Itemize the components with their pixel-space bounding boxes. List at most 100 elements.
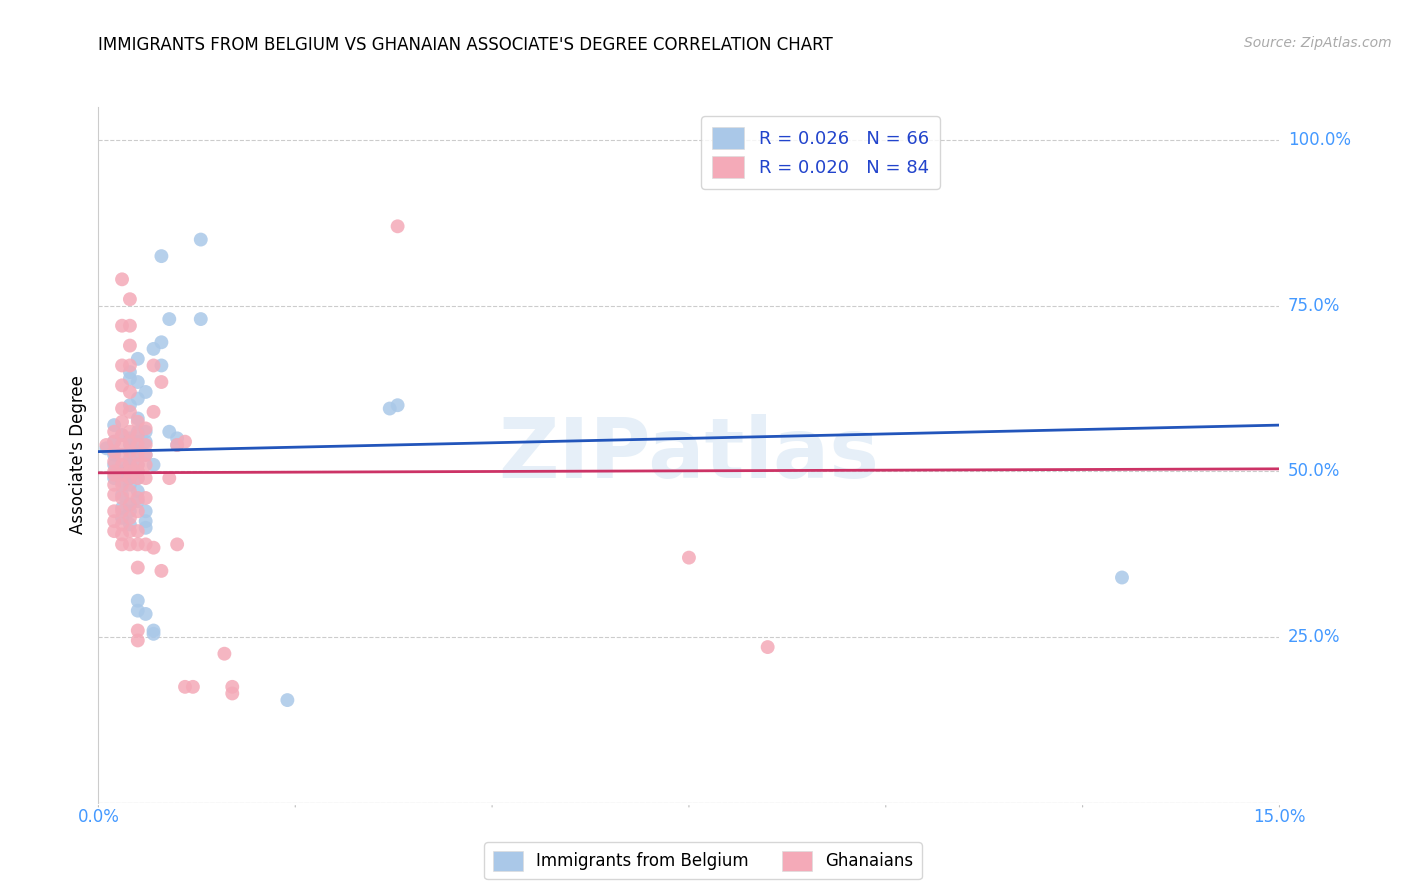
Point [150, 249, 173, 263]
Point [118, 338, 141, 352]
Point [127, 458, 149, 472]
Point [150, 359, 173, 373]
Point [103, 418, 125, 433]
Point [276, 693, 298, 707]
Point [127, 471, 149, 485]
Point [118, 451, 141, 466]
Point [118, 359, 141, 373]
Point [150, 375, 173, 389]
Legend: R = 0.026   N = 66, R = 0.020   N = 84: R = 0.026 N = 66, R = 0.020 N = 84 [702, 116, 939, 189]
Point [127, 494, 149, 508]
Point [118, 471, 141, 485]
Point [150, 335, 173, 350]
Point [118, 431, 141, 445]
Point [678, 550, 700, 565]
Point [135, 438, 157, 452]
Point [111, 428, 134, 442]
Point [118, 484, 141, 499]
Point [214, 647, 236, 661]
Point [103, 477, 125, 491]
Point [118, 372, 141, 386]
Point [111, 537, 134, 551]
Point [111, 465, 134, 479]
Point [135, 521, 157, 535]
Point [103, 434, 125, 449]
Point [190, 312, 212, 326]
Point [118, 524, 141, 538]
Point [111, 491, 134, 505]
Text: 50.0%: 50.0% [1288, 462, 1340, 481]
Point [118, 398, 141, 412]
Point [127, 434, 149, 449]
Point [111, 488, 134, 502]
Text: 25.0%: 25.0% [1288, 628, 1340, 646]
Point [111, 428, 134, 442]
Point [118, 458, 141, 472]
Point [174, 680, 197, 694]
Point [221, 680, 243, 694]
Point [118, 444, 141, 458]
Point [135, 471, 157, 485]
Point [127, 351, 149, 366]
Point [118, 292, 141, 306]
Point [103, 465, 125, 479]
Y-axis label: Associate's Degree: Associate's Degree [69, 376, 87, 534]
Point [111, 378, 134, 392]
Point [127, 537, 149, 551]
Point [127, 491, 149, 505]
Point [135, 514, 157, 528]
Point [111, 511, 134, 525]
Point [103, 467, 125, 482]
Point [127, 411, 149, 425]
Point [157, 312, 180, 326]
Legend: Immigrants from Belgium, Ghanaians: Immigrants from Belgium, Ghanaians [484, 842, 922, 880]
Text: IMMIGRANTS FROM BELGIUM VS GHANAIAN ASSOCIATE'S DEGREE CORRELATION CHART: IMMIGRANTS FROM BELGIUM VS GHANAIAN ASSO… [98, 36, 834, 54]
Point [103, 454, 125, 468]
Point [157, 471, 180, 485]
Point [127, 593, 149, 607]
Text: 100.0%: 100.0% [1288, 131, 1351, 149]
Point [96, 438, 118, 452]
Point [142, 627, 165, 641]
Point [103, 524, 125, 538]
Point [127, 504, 149, 518]
Point [111, 359, 134, 373]
Point [1111, 570, 1133, 584]
Point [127, 392, 149, 406]
Point [118, 458, 141, 472]
Point [111, 467, 134, 482]
Point [135, 607, 157, 621]
Point [111, 527, 134, 541]
Point [157, 425, 180, 439]
Point [135, 458, 157, 472]
Point [166, 438, 188, 452]
Point [127, 458, 149, 472]
Point [127, 438, 149, 452]
Point [135, 537, 157, 551]
Text: ZIPatlas: ZIPatlas [499, 415, 879, 495]
Point [142, 458, 165, 472]
Point [111, 461, 134, 475]
Point [118, 504, 141, 518]
Point [135, 504, 157, 518]
Point [118, 537, 141, 551]
Point [127, 375, 149, 389]
Point [127, 465, 149, 479]
Point [111, 438, 134, 452]
Point [135, 448, 157, 462]
Point [111, 458, 134, 472]
Point [190, 233, 212, 247]
Point [103, 448, 125, 462]
Point [135, 425, 157, 439]
Point [181, 680, 204, 694]
Point [118, 461, 141, 475]
Point [166, 537, 188, 551]
Point [103, 444, 125, 458]
Point [142, 342, 165, 356]
Point [118, 405, 141, 419]
Point [111, 504, 134, 518]
Point [111, 517, 134, 532]
Point [118, 517, 141, 532]
Point [96, 442, 118, 456]
Point [118, 434, 141, 449]
